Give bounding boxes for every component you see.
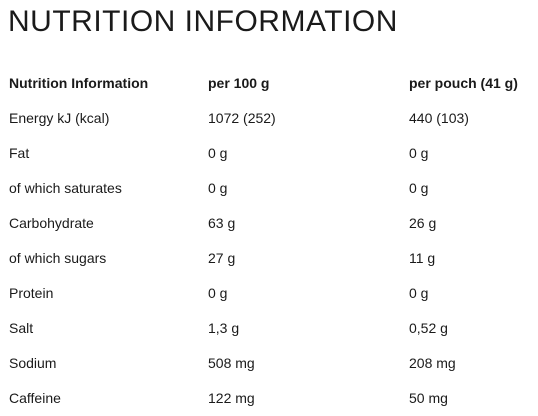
nutrition-table: Nutrition Information per 100 g per pouc… bbox=[0, 66, 538, 416]
nutrient-name: Caffeine bbox=[9, 390, 61, 406]
table-row: Fat 0 g 0 g bbox=[0, 136, 538, 171]
table-row: Energy kJ (kcal) 1072 (252) 440 (103) bbox=[0, 101, 538, 136]
value-per-100g: 1072 (252) bbox=[208, 110, 276, 126]
header-nutrient: Nutrition Information bbox=[9, 75, 149, 91]
nutrient-name: Fat bbox=[9, 145, 30, 161]
value-per-100g: 122 mg bbox=[208, 390, 255, 406]
page-title: NUTRITION INFORMATION bbox=[8, 5, 398, 38]
value-per-100g: 1,3 g bbox=[208, 320, 240, 336]
value-per-pouch: 440 (103) bbox=[409, 110, 469, 126]
value-per-100g: 0 g bbox=[208, 285, 228, 301]
value-per-pouch: 0,52 g bbox=[409, 320, 448, 336]
value-per-pouch: 50 mg bbox=[409, 390, 448, 406]
value-per-pouch: 26 g bbox=[409, 215, 437, 231]
value-per-pouch: 0 g bbox=[409, 145, 429, 161]
value-per-100g: 0 g bbox=[208, 145, 228, 161]
value-per-100g: 63 g bbox=[208, 215, 236, 231]
nutrient-name: Carbohydrate bbox=[9, 215, 94, 231]
table-header-row: Nutrition Information per 100 g per pouc… bbox=[0, 66, 538, 101]
value-per-100g: 508 mg bbox=[208, 355, 255, 371]
nutrient-name: Sodium bbox=[9, 355, 57, 371]
value-per-100g: 27 g bbox=[208, 250, 236, 266]
value-per-pouch: 0 g bbox=[409, 180, 429, 196]
header-per-pouch: per pouch (41 g) bbox=[409, 75, 518, 91]
table-row: Caffeine 122 mg 50 mg bbox=[0, 381, 538, 416]
table-row: of which sugars 27 g 11 g bbox=[0, 241, 538, 276]
value-per-pouch: 11 g bbox=[409, 250, 436, 266]
nutrient-name: Salt bbox=[9, 320, 34, 336]
nutrient-name: Energy kJ (kcal) bbox=[9, 110, 110, 126]
nutrient-name: of which saturates bbox=[9, 180, 122, 196]
header-per-100g: per 100 g bbox=[208, 75, 270, 91]
nutrient-name: Protein bbox=[9, 285, 54, 301]
table-row: Sodium 508 mg 208 mg bbox=[0, 346, 538, 381]
value-per-pouch: 0 g bbox=[409, 285, 429, 301]
nutrient-name: of which sugars bbox=[9, 250, 107, 266]
table-row: Salt 1,3 g 0,52 g bbox=[0, 311, 538, 346]
table-row: Protein 0 g 0 g bbox=[0, 276, 538, 311]
table-row: Carbohydrate 63 g 26 g bbox=[0, 206, 538, 241]
value-per-100g: 0 g bbox=[208, 180, 228, 196]
table-row: of which saturates 0 g 0 g bbox=[0, 171, 538, 206]
value-per-pouch: 208 mg bbox=[409, 355, 456, 371]
